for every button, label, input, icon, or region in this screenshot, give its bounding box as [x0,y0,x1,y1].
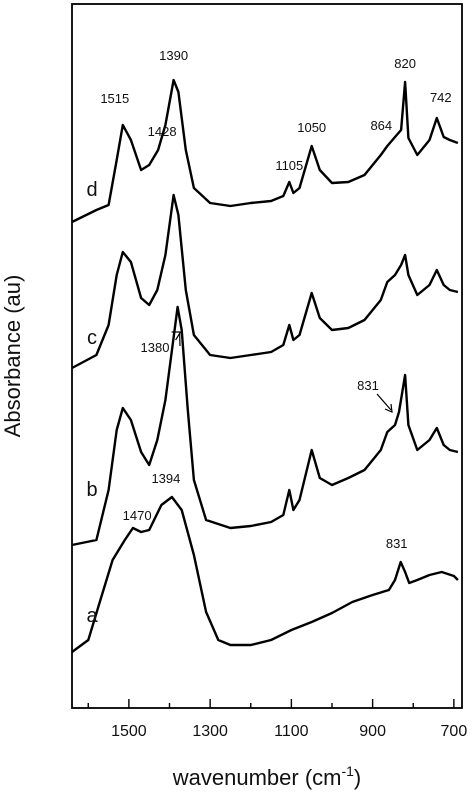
plot-frame [71,3,463,709]
peak-label-820: 820 [394,56,416,71]
annotation-arrows [171,331,393,413]
peak-label-1515: 1515 [100,91,129,106]
peak-label-1470: 1470 [123,508,152,523]
peak-label-1394: 1394 [151,471,180,486]
peak-label-864: 864 [370,118,392,133]
x-tick-label: 900 [359,723,386,740]
arrowhead-831 [384,403,393,413]
spectra-curves [71,78,459,653]
peak-label-1380: 1380 [141,340,170,355]
spectrum-curve-b [71,305,459,547]
arrow-831 [376,393,392,411]
peak-label-831-b: 831 [357,378,379,393]
spectrum-curve-d [71,78,459,224]
spectrum-curve-a [71,495,459,653]
curve-labels: d c b a [86,179,98,627]
x-tick-label: 1500 [111,723,147,740]
x-tick-label: 1100 [274,723,309,740]
peak-label-1050: 1050 [297,120,326,135]
peak-label-1105: 1105 [275,158,303,173]
curve-label-d: d [86,179,97,201]
y-axis-title: Absorbance (au) [0,275,25,438]
peak-label-831: 831 [386,536,408,551]
peak-label-1428: 1428 [148,124,177,139]
spectrum-curve-c [71,193,459,370]
arrowhead-1380 [171,331,182,341]
peak-label-1390: 1390 [159,48,188,63]
x-axis-title-main: wavenumber [172,765,305,790]
curve-label-c: c [87,327,97,349]
x-axis-title-sup: -1 [341,763,354,779]
x-axis-ticks: 1500 1300 1100 900 700 [87,699,468,740]
x-tick-label: 1300 [192,723,228,740]
x-axis-title-unit: (cm [305,765,342,790]
peak-label-742: 742 [430,90,452,105]
curve-label-b: b [86,479,97,501]
curve-label-a: a [86,605,98,627]
x-axis-title: wavenumber (cm-1) [172,763,362,790]
x-axis-title-close: ) [354,765,361,790]
x-tick-label: 700 [441,723,468,740]
peak-labels: 1515 1428 1390 1105 1050 864 820 742 1380 831 1470… [100,48,451,551]
